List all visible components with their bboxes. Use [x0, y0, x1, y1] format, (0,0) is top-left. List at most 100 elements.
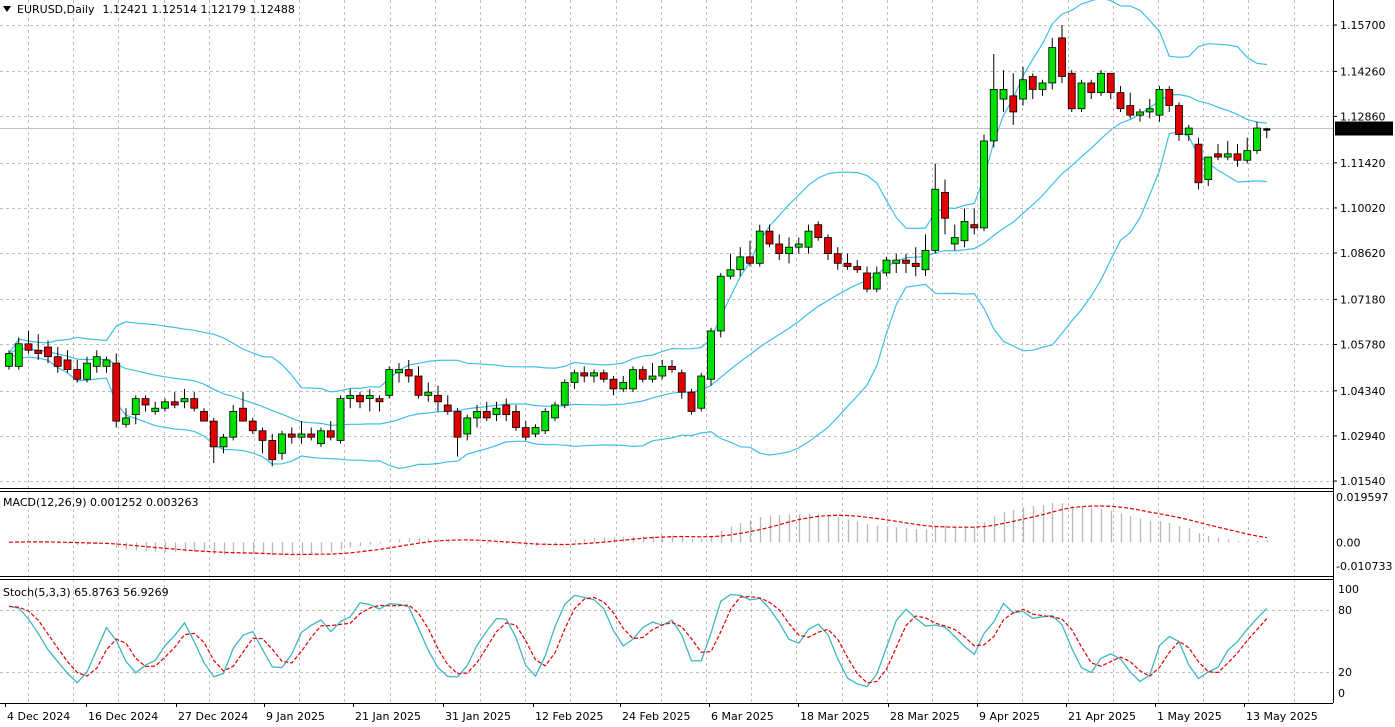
candle-body — [1136, 111, 1144, 116]
candle — [794, 237, 803, 254]
candle — [53, 347, 62, 373]
candle-body — [619, 382, 628, 390]
candle-body — [1058, 37, 1066, 77]
date-axis-label: 28 Mar 2025 — [890, 710, 960, 723]
candle-body — [814, 224, 823, 238]
candle-body — [892, 259, 901, 264]
candle-body — [950, 237, 959, 245]
candle — [668, 359, 676, 373]
candle-body — [219, 436, 228, 448]
candle-body — [1038, 82, 1047, 90]
candle — [560, 379, 569, 409]
candle — [1155, 86, 1164, 122]
candle-body — [239, 407, 247, 422]
candle — [833, 247, 842, 270]
candle — [161, 398, 169, 412]
candle — [385, 366, 394, 399]
candle — [736, 247, 745, 277]
candle-body — [473, 411, 481, 419]
candle — [512, 405, 520, 431]
candle-body — [1175, 105, 1183, 135]
candle — [746, 240, 754, 267]
candle-body — [1233, 153, 1242, 161]
candle-body — [1087, 82, 1096, 94]
date-axis-label: 12 Feb 2025 — [535, 710, 603, 723]
candle-body — [1145, 108, 1154, 113]
candle — [268, 433, 277, 467]
candle — [765, 224, 774, 248]
stoch-axis-label: 80 — [1338, 604, 1352, 617]
candle-body — [551, 404, 559, 419]
candle — [1048, 37, 1057, 90]
candle — [1175, 102, 1183, 141]
candle — [638, 366, 647, 383]
candle-body — [102, 359, 111, 367]
candle — [911, 247, 920, 277]
candle — [1058, 25, 1066, 83]
stoch-label: Stoch(5,3,3) 65.8763 56.9269 — [3, 586, 169, 599]
price-axis-label: 1.15700 — [1340, 19, 1386, 32]
candle-body — [180, 398, 189, 403]
candle — [1184, 124, 1193, 141]
candle — [258, 427, 267, 454]
candle-body — [785, 246, 793, 255]
candle-body — [970, 224, 979, 229]
candle-body — [141, 398, 150, 406]
candle — [1106, 72, 1115, 100]
candle-body — [580, 372, 589, 377]
date-axis-label: 1 May 2025 — [1157, 710, 1222, 723]
macd-label: MACD(12,26,9) 0.001252 0.003263 — [3, 496, 199, 509]
bollinger-lower-line — [8, 131, 1267, 470]
candle-body — [1263, 128, 1271, 131]
candle — [453, 408, 462, 457]
candle-body — [200, 411, 208, 422]
candle — [707, 327, 715, 386]
stoch-axis-label: 20 — [1338, 666, 1352, 679]
candle — [317, 427, 325, 447]
candle-body — [872, 272, 881, 290]
candle-body — [521, 427, 530, 438]
candle — [83, 356, 91, 383]
candle-body — [131, 398, 140, 416]
candle-body — [512, 411, 520, 428]
candle-body — [707, 330, 715, 380]
candle-body — [83, 362, 91, 380]
candle-body — [999, 89, 1008, 100]
candle-body — [287, 433, 296, 438]
current-price-tag: 1.12488 — [1340, 123, 1386, 136]
candle-body — [404, 369, 413, 377]
candle — [785, 237, 793, 264]
candle — [1097, 70, 1105, 96]
symbol-dropdown-icon[interactable] — [3, 6, 11, 12]
candle — [375, 395, 384, 412]
candle-body — [1067, 72, 1076, 110]
date-axis-label: 21 Jan 2025 — [355, 710, 421, 723]
candle — [775, 234, 784, 261]
candle — [209, 417, 218, 463]
candle — [307, 427, 316, 441]
candle — [1165, 86, 1174, 112]
candle-body — [424, 391, 433, 396]
candle — [989, 53, 998, 148]
candle-body — [560, 382, 569, 406]
candle — [902, 253, 910, 273]
candle-body — [44, 346, 52, 358]
candle-body — [151, 407, 160, 412]
candle — [102, 356, 111, 373]
candle-body — [375, 398, 384, 403]
candle — [1204, 156, 1213, 187]
candle-body — [92, 356, 101, 367]
candle-body — [161, 401, 169, 409]
candle — [921, 234, 930, 277]
candle-body — [170, 401, 179, 406]
price-axis-label: 1.01540 — [1340, 475, 1386, 488]
candle — [551, 401, 559, 422]
date-axis-label: 13 May 2025 — [1246, 710, 1318, 723]
candle-body — [112, 362, 121, 422]
candle-body — [307, 433, 316, 438]
candle — [190, 392, 199, 412]
candle — [658, 359, 667, 380]
ohlc-values: 1.12421 1.12514 1.12179 1.12488 — [102, 3, 294, 16]
axis-labels: 1.15700 1.14260 1.12860 1.11420 1.10020 1.086… — [5, 19, 1393, 723]
candle — [726, 253, 735, 280]
